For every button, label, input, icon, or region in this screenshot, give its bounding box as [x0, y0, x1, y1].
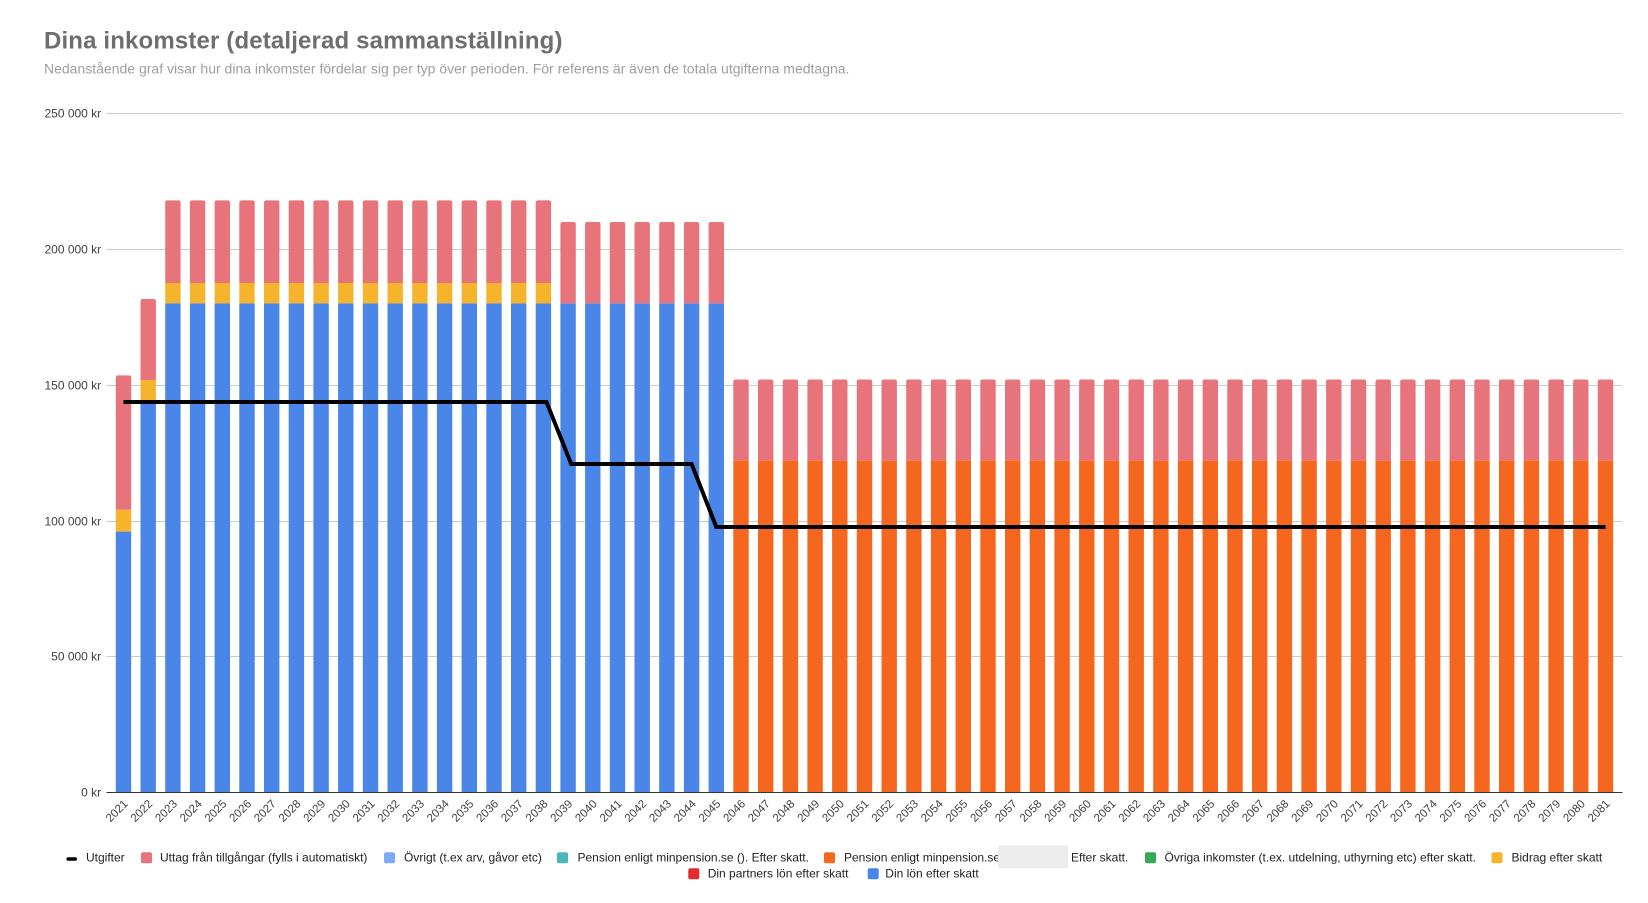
- svg-text:2054: 2054: [919, 798, 946, 825]
- svg-text:50 000 kr: 50 000 kr: [51, 650, 101, 664]
- svg-text:2060: 2060: [1067, 798, 1094, 825]
- svg-text:2034: 2034: [425, 798, 452, 825]
- svg-text:2074: 2074: [1413, 798, 1440, 825]
- svg-text:2025: 2025: [203, 798, 230, 825]
- svg-text:100 000 kr: 100 000 kr: [44, 515, 101, 529]
- svg-text:2021: 2021: [104, 798, 131, 825]
- svg-text:Din partners lön efter skatt: Din partners lön efter skatt: [708, 866, 849, 880]
- svg-text:2053: 2053: [894, 798, 921, 825]
- svg-text:2028: 2028: [277, 798, 304, 825]
- svg-text:2059: 2059: [1043, 798, 1070, 825]
- svg-text:2069: 2069: [1290, 798, 1317, 825]
- svg-text:2070: 2070: [1314, 798, 1341, 825]
- svg-text:150 000 kr: 150 000 kr: [44, 379, 101, 393]
- svg-text:0 kr: 0 kr: [81, 785, 101, 799]
- svg-text:2064: 2064: [1166, 798, 1193, 825]
- svg-text:200 000 kr: 200 000 kr: [44, 243, 101, 257]
- svg-text:2057: 2057: [993, 798, 1020, 825]
- svg-text:Dina inkomster (detaljerad sam: Dina inkomster (detaljerad sammanställni…: [44, 28, 563, 55]
- svg-text:2043: 2043: [647, 798, 674, 825]
- svg-text:2031: 2031: [351, 798, 378, 825]
- svg-text:Efter skatt.: Efter skatt.: [1071, 850, 1128, 864]
- svg-text:2062: 2062: [1117, 798, 1144, 825]
- svg-text:2035: 2035: [450, 798, 477, 825]
- svg-text:Utgifter: Utgifter: [86, 850, 125, 864]
- svg-text:2026: 2026: [228, 798, 255, 825]
- svg-text:2063: 2063: [1141, 798, 1168, 825]
- svg-text:2078: 2078: [1512, 798, 1539, 825]
- svg-text:2051: 2051: [845, 798, 872, 825]
- svg-text:2045: 2045: [697, 798, 724, 825]
- svg-text:2038: 2038: [524, 798, 551, 825]
- svg-text:2066: 2066: [1216, 798, 1243, 825]
- svg-text:2032: 2032: [376, 798, 403, 825]
- svg-text:Pension enligt minpension.se (: Pension enligt minpension.se (). Efter s…: [578, 850, 809, 864]
- svg-text:2061: 2061: [1092, 798, 1119, 825]
- svg-text:2027: 2027: [252, 798, 279, 825]
- svg-text:2024: 2024: [178, 798, 205, 825]
- svg-text:2040: 2040: [573, 798, 600, 825]
- svg-text:2049: 2049: [796, 798, 823, 825]
- svg-text:Övriga inkomster (t.ex. utdeln: Övriga inkomster (t.ex. utdelning, uthyr…: [1165, 850, 1476, 864]
- svg-text:2056: 2056: [969, 798, 996, 825]
- svg-text:2044: 2044: [672, 798, 699, 825]
- svg-text:Uttag från tillgångar (fylls i: Uttag från tillgångar (fylls i automatis…: [160, 850, 367, 864]
- svg-text:2048: 2048: [771, 798, 798, 825]
- svg-text:2050: 2050: [820, 798, 847, 825]
- svg-text:2052: 2052: [870, 798, 897, 825]
- svg-text:2080: 2080: [1561, 798, 1588, 825]
- svg-text:2058: 2058: [1018, 798, 1045, 825]
- svg-text:2076: 2076: [1463, 798, 1490, 825]
- svg-text:2079: 2079: [1537, 798, 1564, 825]
- svg-text:2037: 2037: [499, 798, 526, 825]
- svg-text:2072: 2072: [1364, 798, 1391, 825]
- svg-text:2042: 2042: [623, 798, 650, 825]
- svg-text:2075: 2075: [1438, 798, 1465, 825]
- svg-text:2081: 2081: [1586, 798, 1613, 825]
- svg-text:2046: 2046: [722, 798, 749, 825]
- svg-text:2039: 2039: [549, 798, 576, 825]
- svg-text:2047: 2047: [746, 798, 773, 825]
- svg-text:2041: 2041: [598, 798, 625, 825]
- svg-text:2071: 2071: [1339, 798, 1366, 825]
- svg-text:Övrigt (t.ex arv, gåvor etc): Övrigt (t.ex arv, gåvor etc): [404, 850, 542, 864]
- svg-text:2067: 2067: [1240, 798, 1267, 825]
- svg-text:2077: 2077: [1487, 798, 1514, 825]
- svg-text:250 000 kr: 250 000 kr: [44, 107, 101, 121]
- svg-text:Din lön efter skatt: Din lön efter skatt: [885, 866, 979, 880]
- svg-text:2023: 2023: [153, 798, 180, 825]
- svg-text:Bidrag efter skatt: Bidrag efter skatt: [1512, 850, 1603, 864]
- svg-text:2073: 2073: [1388, 798, 1415, 825]
- svg-text:2036: 2036: [475, 798, 502, 825]
- svg-text:2068: 2068: [1265, 798, 1292, 825]
- svg-text:2055: 2055: [944, 798, 971, 825]
- svg-text:2033: 2033: [400, 798, 427, 825]
- svg-text:2022: 2022: [129, 798, 156, 825]
- svg-text:Pension enligt minpension.se: Pension enligt minpension.se: [844, 850, 1000, 864]
- svg-text:Nedanstående graf visar hur di: Nedanstående graf visar hur dina inkomst…: [44, 61, 849, 77]
- svg-text:2029: 2029: [302, 798, 329, 825]
- svg-text:2030: 2030: [326, 798, 353, 825]
- svg-text:2065: 2065: [1191, 798, 1218, 825]
